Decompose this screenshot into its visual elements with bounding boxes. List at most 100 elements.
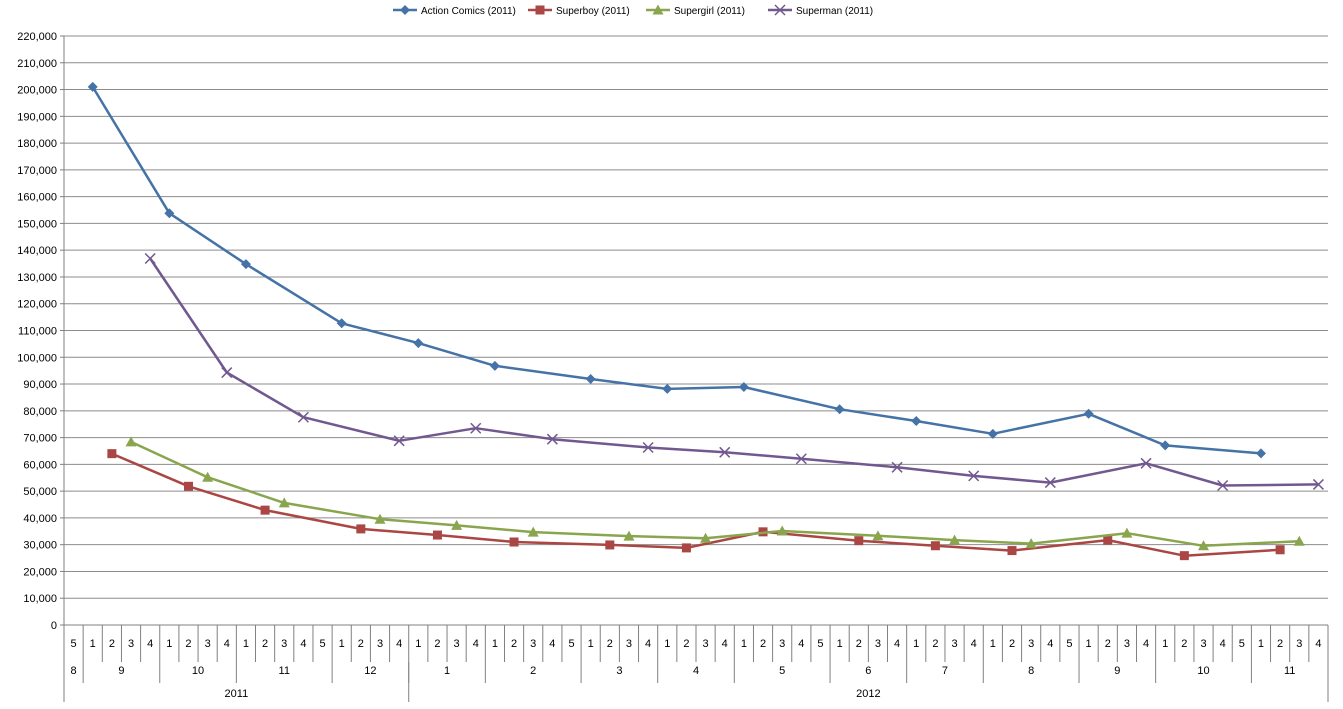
week-label: 4 (396, 638, 402, 650)
data-point (1140, 457, 1152, 469)
data-point (356, 524, 366, 534)
data-point (87, 81, 98, 92)
week-label: 5 (1066, 638, 1072, 650)
week-label: 4 (798, 638, 804, 650)
series-supergirl-2011 (125, 436, 1305, 551)
year-label: 2012 (856, 688, 880, 700)
legend-label: Superboy (2011) (556, 6, 630, 17)
data-point (585, 373, 596, 384)
week-label: 4 (1047, 638, 1053, 650)
data-point (949, 534, 961, 545)
data-point (144, 252, 156, 265)
data-point (1217, 479, 1229, 492)
data-point (854, 536, 864, 546)
data-point (393, 435, 405, 447)
week-label: 4 (1315, 638, 1321, 650)
y-tick-label: 50,000 (23, 486, 57, 498)
data-point (297, 411, 309, 423)
y-tick-label: 120,000 (17, 299, 57, 311)
week-label: 4 (894, 638, 900, 650)
week-label: 2 (358, 638, 364, 650)
marker-stroke (1312, 478, 1324, 490)
week-label: 1 (415, 638, 421, 650)
data-point (221, 367, 233, 379)
week-label: 3 (951, 638, 957, 650)
data-point (700, 532, 712, 543)
data-point (1160, 440, 1171, 451)
week-label: 2 (1277, 638, 1283, 650)
legend-item: Supergirl (2011) (646, 4, 745, 17)
week-label: 1 (492, 638, 498, 650)
legend-label: Action Comics (2011) (421, 6, 516, 17)
y-tick-label: 20,000 (23, 566, 57, 578)
marker-stroke (393, 435, 405, 447)
data-point (1312, 478, 1324, 490)
marker-stroke (795, 453, 807, 465)
legend-item: Superman (2011) (768, 4, 873, 17)
marker-stroke (1044, 477, 1056, 489)
month-label: 10 (1197, 665, 1209, 677)
data-point (891, 461, 903, 473)
week-label: 1 (339, 638, 345, 650)
data-point (911, 415, 922, 426)
week-label: 4 (147, 638, 153, 650)
marker-stroke (470, 422, 482, 434)
data-point (374, 513, 386, 524)
y-tick-label: 80,000 (23, 406, 57, 418)
week-label: 1 (913, 638, 919, 650)
month-label: 7 (942, 665, 948, 677)
legend-item: Superboy (2011) (528, 5, 630, 17)
gridlines (60, 35, 1328, 626)
data-point (164, 208, 175, 219)
data-point (509, 537, 519, 547)
data-point (260, 505, 270, 515)
data-point (1198, 540, 1210, 551)
y-tick-label: 30,000 (23, 540, 57, 552)
data-point (1121, 527, 1133, 538)
legend-marker (400, 5, 410, 15)
data-point (662, 383, 673, 394)
marker-stroke (1217, 479, 1229, 492)
month-label: 8 (71, 665, 77, 677)
year-label: 2011 (225, 688, 249, 700)
y-tick-label: 90,000 (23, 379, 57, 391)
y-tick-label: 130,000 (17, 272, 57, 284)
legend: Action Comics (2011) Superboy (2011) Super… (393, 4, 873, 17)
data-point (1293, 535, 1305, 546)
week-label: 5 (817, 638, 823, 650)
legend-item: Action Comics (2011) (393, 5, 516, 17)
series-action-comics-2011 (87, 81, 1266, 459)
y-tick-label: 210,000 (17, 58, 57, 70)
y-tick-label: 70,000 (23, 433, 57, 445)
data-point (527, 526, 539, 537)
series-superman-2011 (144, 252, 1324, 492)
data-point (278, 497, 290, 508)
y-tick-label: 150,000 (17, 218, 57, 230)
data-point (642, 441, 654, 454)
week-label: 5 (71, 638, 77, 650)
y-tick-label: 0 (51, 620, 57, 632)
week-label: 4 (1220, 638, 1226, 650)
marker-stroke (774, 4, 786, 16)
month-label: 8 (1028, 665, 1034, 677)
y-tick-label: 160,000 (17, 192, 57, 204)
data-point (605, 540, 615, 550)
week-label: 4 (645, 638, 651, 650)
week-label: 5 (319, 638, 325, 650)
data-point (623, 530, 635, 541)
legend-label: Superman (2011) (796, 6, 873, 17)
y-tick-label: 10,000 (23, 593, 57, 605)
month-label: 10 (192, 665, 204, 677)
week-label: 2 (856, 638, 862, 650)
month-label: 4 (693, 665, 699, 677)
week-label: 3 (530, 638, 536, 650)
week-label: 1 (90, 638, 96, 650)
week-label: 4 (549, 638, 555, 650)
series-line (130, 440, 1300, 548)
marker-stroke (968, 470, 980, 482)
week-label: 3 (875, 638, 881, 650)
legend-marker (652, 4, 664, 15)
data-point (451, 519, 463, 530)
data-point (681, 543, 691, 553)
week-label: 4 (224, 638, 230, 650)
